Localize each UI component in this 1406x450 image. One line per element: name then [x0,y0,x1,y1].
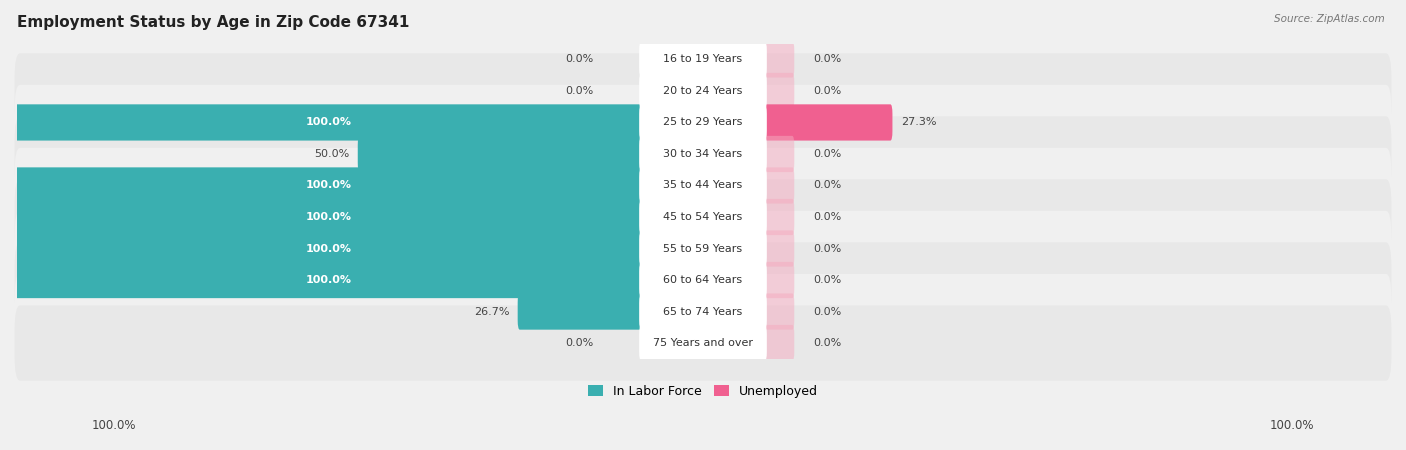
Text: 100.0%: 100.0% [307,212,352,222]
Legend: In Labor Force, Unemployed: In Labor Force, Unemployed [583,380,823,403]
Text: 100.0%: 100.0% [307,243,352,253]
FancyBboxPatch shape [640,325,766,361]
Text: 16 to 19 Years: 16 to 19 Years [664,54,742,64]
Text: 100.0%: 100.0% [1270,419,1315,432]
FancyBboxPatch shape [762,230,794,267]
Text: 100.0%: 100.0% [91,419,136,432]
Text: 0.0%: 0.0% [813,212,841,222]
FancyBboxPatch shape [640,73,766,109]
Text: 75 Years and over: 75 Years and over [652,338,754,348]
Text: Employment Status by Age in Zip Code 67341: Employment Status by Age in Zip Code 673… [17,15,409,30]
Text: 0.0%: 0.0% [813,243,841,253]
FancyBboxPatch shape [762,262,794,298]
Text: 0.0%: 0.0% [565,54,593,64]
FancyBboxPatch shape [640,293,766,330]
Text: 50.0%: 50.0% [315,149,350,159]
FancyBboxPatch shape [640,262,766,298]
FancyBboxPatch shape [14,211,1392,286]
FancyBboxPatch shape [517,293,644,330]
FancyBboxPatch shape [640,41,766,77]
Text: 100.0%: 100.0% [307,117,352,127]
FancyBboxPatch shape [14,274,1392,349]
Text: 45 to 54 Years: 45 to 54 Years [664,212,742,222]
Text: 30 to 34 Years: 30 to 34 Years [664,149,742,159]
FancyBboxPatch shape [14,199,644,235]
FancyBboxPatch shape [14,180,1392,255]
Text: 0.0%: 0.0% [813,149,841,159]
FancyBboxPatch shape [640,230,766,267]
Text: 35 to 44 Years: 35 to 44 Years [664,180,742,190]
FancyBboxPatch shape [357,136,644,172]
Text: 0.0%: 0.0% [565,338,593,348]
FancyBboxPatch shape [640,167,766,203]
Text: 65 to 74 Years: 65 to 74 Years [664,306,742,316]
FancyBboxPatch shape [762,41,794,77]
Text: 0.0%: 0.0% [813,338,841,348]
FancyBboxPatch shape [14,85,1392,160]
Text: 27.3%: 27.3% [901,117,936,127]
Text: Source: ZipAtlas.com: Source: ZipAtlas.com [1274,14,1385,23]
Text: 100.0%: 100.0% [307,180,352,190]
FancyBboxPatch shape [762,73,794,109]
FancyBboxPatch shape [762,167,794,203]
Text: 55 to 59 Years: 55 to 59 Years [664,243,742,253]
FancyBboxPatch shape [14,104,644,140]
FancyBboxPatch shape [762,293,794,330]
Text: 20 to 24 Years: 20 to 24 Years [664,86,742,96]
FancyBboxPatch shape [14,262,644,298]
FancyBboxPatch shape [14,53,1392,129]
FancyBboxPatch shape [14,306,1392,381]
Text: 100.0%: 100.0% [307,275,352,285]
FancyBboxPatch shape [666,325,699,361]
FancyBboxPatch shape [762,199,794,235]
Text: 0.0%: 0.0% [813,275,841,285]
Text: 25 to 29 Years: 25 to 29 Years [664,117,742,127]
FancyBboxPatch shape [762,325,794,361]
FancyBboxPatch shape [640,199,766,235]
FancyBboxPatch shape [666,73,699,109]
FancyBboxPatch shape [640,136,766,172]
FancyBboxPatch shape [640,104,766,140]
FancyBboxPatch shape [666,41,699,77]
Text: 0.0%: 0.0% [813,306,841,316]
FancyBboxPatch shape [14,148,1392,223]
FancyBboxPatch shape [14,167,644,203]
FancyBboxPatch shape [762,104,893,140]
FancyBboxPatch shape [14,230,644,267]
FancyBboxPatch shape [14,22,1392,97]
FancyBboxPatch shape [14,243,1392,318]
Text: 0.0%: 0.0% [813,86,841,96]
FancyBboxPatch shape [14,116,1392,192]
Text: 26.7%: 26.7% [474,306,509,316]
Text: 0.0%: 0.0% [813,54,841,64]
Text: 0.0%: 0.0% [813,180,841,190]
Text: 0.0%: 0.0% [565,86,593,96]
FancyBboxPatch shape [762,136,794,172]
Text: 60 to 64 Years: 60 to 64 Years [664,275,742,285]
